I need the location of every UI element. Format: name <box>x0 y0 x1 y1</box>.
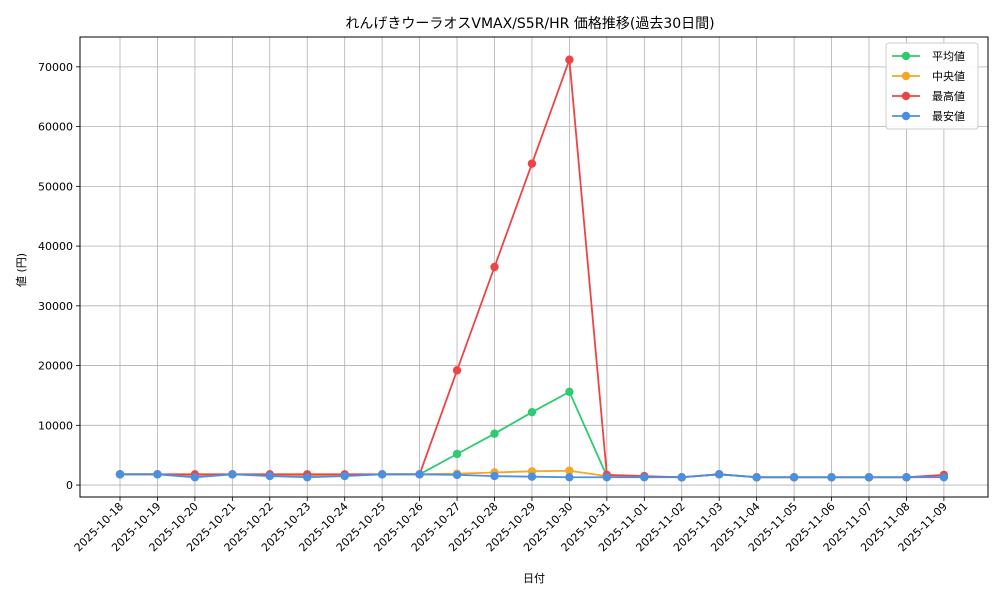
data-point <box>303 473 312 482</box>
data-point <box>602 473 612 482</box>
y-tick-label: 10000 <box>38 419 73 432</box>
data-point <box>565 387 574 397</box>
data-point <box>452 449 462 459</box>
data-point <box>565 466 574 475</box>
legend-label: 中央値 <box>932 70 965 83</box>
data-point <box>228 470 237 479</box>
legend-swatch-marker <box>901 71 911 81</box>
data-point <box>190 473 200 482</box>
plot-frame <box>79 36 989 498</box>
legend-label: 最高値 <box>932 89 965 103</box>
data-point <box>377 470 387 479</box>
legend-label: 平均値 <box>932 50 965 63</box>
legend-item: 最安値 <box>892 109 965 123</box>
y-tick-label: 50000 <box>38 180 73 193</box>
y-tick-label: 30000 <box>38 300 73 313</box>
data-point <box>827 473 836 482</box>
data-point <box>490 429 499 438</box>
data-point <box>153 470 162 479</box>
data-point <box>939 473 949 482</box>
x-axis-label: 日付 <box>523 572 545 585</box>
data-point <box>452 366 462 375</box>
grid <box>80 37 988 497</box>
series <box>115 55 949 482</box>
legend-item: 最高値 <box>892 89 965 103</box>
legend-item: 中央値 <box>892 70 965 83</box>
legend-swatch-marker <box>901 51 911 61</box>
data-point <box>565 55 574 64</box>
y-tick-label: 60000 <box>38 121 73 134</box>
x-axis-ticks: 2025-10-182025-10-192025-10-202025-10-21… <box>72 497 950 554</box>
data-point <box>340 471 349 481</box>
y-tick-label: 0 <box>66 479 73 492</box>
legend-label: 最安値 <box>932 109 965 123</box>
data-point <box>490 262 499 272</box>
data-point <box>527 159 537 168</box>
data-point <box>752 473 761 482</box>
data-point <box>640 473 649 482</box>
data-point <box>715 470 724 479</box>
legend-item: 平均値 <box>892 50 965 63</box>
y-tick-label: 40000 <box>38 240 73 253</box>
data-point <box>789 473 799 482</box>
legend-swatch-marker <box>901 91 911 101</box>
data-point <box>565 473 574 482</box>
series-4 <box>115 470 949 482</box>
data-point <box>527 472 537 481</box>
y-tick-label: 70000 <box>38 61 73 74</box>
legend-frame <box>885 42 979 130</box>
data-point <box>677 473 686 482</box>
data-point <box>415 470 424 479</box>
data-point <box>527 407 537 417</box>
data-point <box>452 470 462 480</box>
y-axis-ticks: 0 10000 20000 30000 40000 50000 60000 70000 <box>38 61 80 492</box>
data-point <box>265 471 274 481</box>
data-point <box>864 473 874 482</box>
data-point <box>490 471 499 481</box>
data-point <box>115 470 125 479</box>
legend-swatch-marker <box>901 111 911 121</box>
chart-title: れんげきウーラオスVMAX/S5R/HR 価格推移(過去30日間) <box>345 16 714 32</box>
y-axis-label: 値 (円) <box>15 253 28 287</box>
data-point <box>902 473 911 482</box>
y-tick-label: 20000 <box>38 360 73 373</box>
